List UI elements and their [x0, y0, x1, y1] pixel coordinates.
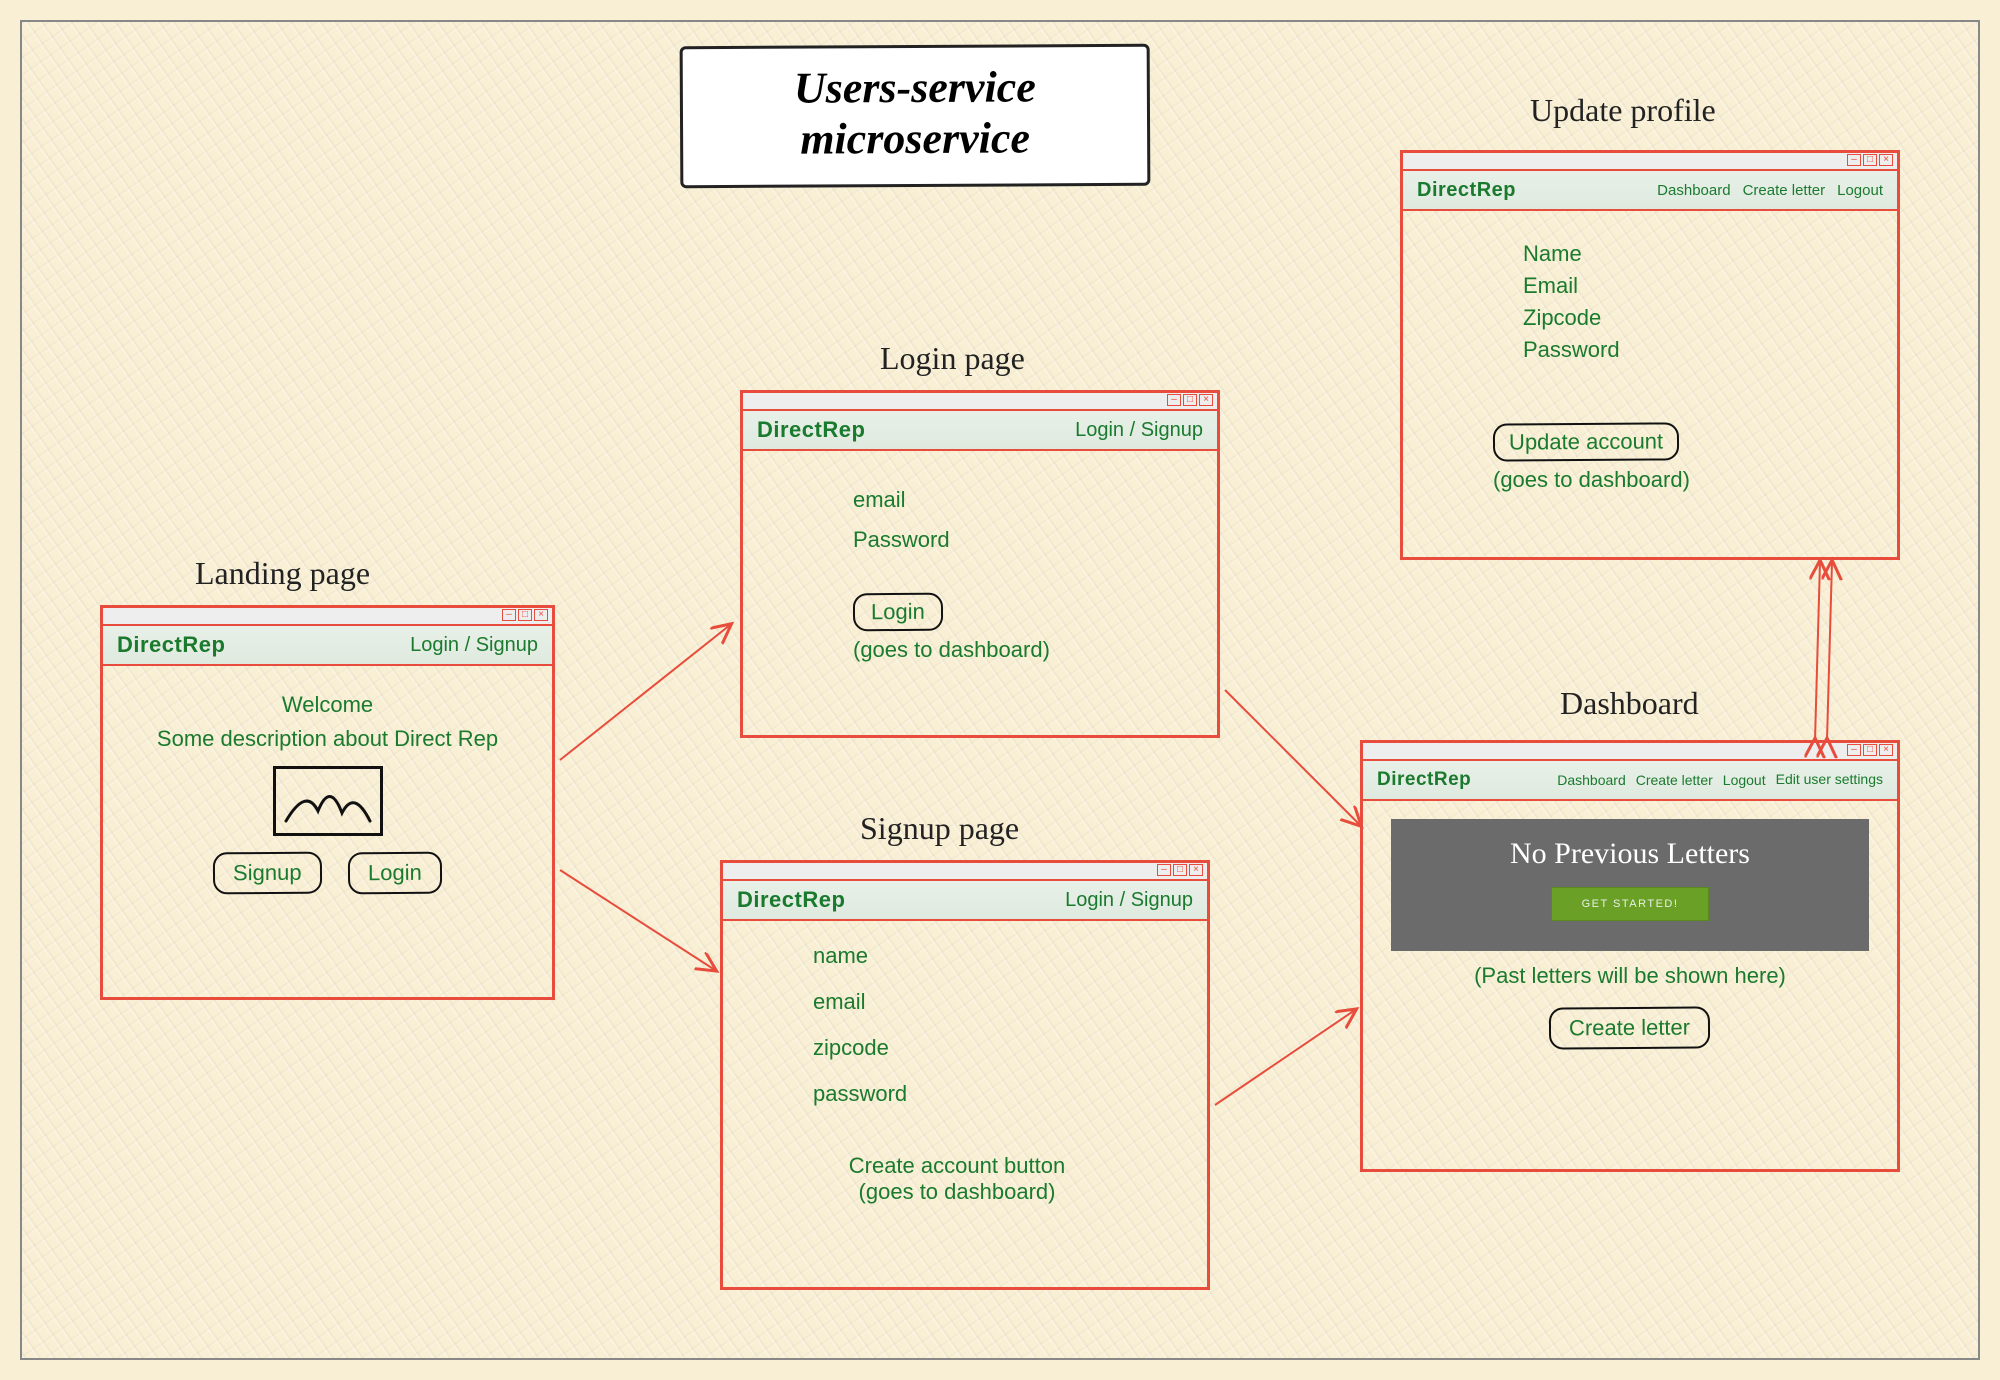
- nav-links: Dashboard Create letter Logout Edit user…: [1557, 772, 1883, 788]
- window-controls: –□×: [1167, 394, 1213, 406]
- dashboard-note: (Past letters will be shown here): [1373, 963, 1887, 989]
- brand-logo: DirectRep: [1377, 769, 1471, 791]
- brand-bar: DirectRep Login / Signup: [723, 881, 1207, 921]
- name-field[interactable]: Name: [1523, 241, 1881, 267]
- no-letters-card: No Previous Letters GET STARTED!: [1391, 819, 1869, 951]
- min-icon[interactable]: –: [1847, 744, 1861, 756]
- login-submit-button[interactable]: Login: [853, 593, 943, 632]
- welcome-desc: Some description about Direct Rep: [119, 726, 536, 752]
- min-icon[interactable]: –: [502, 609, 516, 621]
- update-hint: (goes to dashboard): [1493, 467, 1881, 493]
- label-signup: Signup page: [860, 810, 1019, 847]
- update-profile-window: –□× DirectRep Dashboard Create letter Lo…: [1400, 150, 1900, 560]
- window-chrome: –□×: [723, 863, 1207, 881]
- close-icon[interactable]: ×: [534, 609, 548, 621]
- image-placeholder-icon: [273, 766, 383, 836]
- max-icon[interactable]: □: [1183, 394, 1197, 406]
- max-icon[interactable]: □: [518, 609, 532, 621]
- welcome-heading: Welcome: [119, 692, 536, 718]
- email-field[interactable]: Email: [1523, 273, 1881, 299]
- brand-bar: DirectRep Login / Signup: [103, 626, 552, 666]
- max-icon[interactable]: □: [1863, 744, 1877, 756]
- update-account-button[interactable]: Update account: [1493, 422, 1679, 461]
- close-icon[interactable]: ×: [1189, 864, 1203, 876]
- brand-bar: DirectRep Dashboard Create letter Logout: [1403, 171, 1897, 211]
- min-icon[interactable]: –: [1847, 154, 1861, 166]
- window-chrome: –□×: [743, 393, 1217, 411]
- name-field[interactable]: name: [813, 943, 1191, 969]
- window-controls: –□×: [1157, 864, 1203, 876]
- nav-login-signup[interactable]: Login / Signup: [1065, 889, 1193, 912]
- max-icon[interactable]: □: [1863, 154, 1877, 166]
- label-update: Update profile: [1530, 92, 1716, 129]
- login-hint: (goes to dashboard): [853, 637, 1201, 663]
- login-window: –□× DirectRep Login / Signup email Passw…: [740, 390, 1220, 738]
- brand-logo: DirectRep: [757, 417, 865, 443]
- zipcode-field[interactable]: zipcode: [813, 1035, 1191, 1061]
- nav-links: Dashboard Create letter Logout: [1657, 182, 1883, 199]
- nav-login-signup[interactable]: Login / Signup: [1075, 419, 1203, 442]
- max-icon[interactable]: □: [1173, 864, 1187, 876]
- label-login: Login page: [880, 340, 1025, 377]
- get-started-button[interactable]: GET STARTED!: [1551, 887, 1710, 921]
- password-field[interactable]: password: [813, 1081, 1191, 1107]
- nav-create-letter[interactable]: Create letter: [1743, 182, 1826, 199]
- close-icon[interactable]: ×: [1879, 744, 1893, 756]
- title-line-2: microservice: [693, 112, 1137, 165]
- close-icon[interactable]: ×: [1879, 154, 1893, 166]
- title-line-1: Users-service: [693, 61, 1137, 114]
- nav-logout[interactable]: Logout: [1723, 772, 1766, 788]
- signup-button[interactable]: Signup: [213, 852, 322, 895]
- brand-bar: DirectRep Dashboard Create letter Logout…: [1363, 761, 1897, 801]
- password-field[interactable]: Password: [853, 527, 1201, 553]
- window-chrome: –□×: [1403, 153, 1897, 171]
- nav-dashboard[interactable]: Dashboard: [1657, 182, 1730, 199]
- password-field[interactable]: Password: [1523, 337, 1881, 363]
- login-button[interactable]: Login: [348, 852, 442, 895]
- nav-edit-user-settings[interactable]: Edit user settings: [1776, 772, 1883, 788]
- diagram-title-box: Users-service microservice: [680, 44, 1151, 188]
- window-chrome: –□×: [1363, 743, 1897, 761]
- email-field[interactable]: email: [813, 989, 1191, 1015]
- brand-logo: DirectRep: [737, 887, 845, 913]
- nav-dashboard[interactable]: Dashboard: [1557, 772, 1626, 788]
- brand-bar: DirectRep Login / Signup: [743, 411, 1217, 451]
- label-dashboard: Dashboard: [1560, 685, 1699, 722]
- email-field[interactable]: email: [853, 487, 1201, 513]
- nav-logout[interactable]: Logout: [1837, 182, 1883, 199]
- nav-login-signup[interactable]: Login / Signup: [410, 634, 538, 657]
- window-chrome: –□×: [103, 608, 552, 626]
- window-controls: –□×: [502, 609, 548, 621]
- zipcode-field[interactable]: Zipcode: [1523, 305, 1881, 331]
- signup-hint: (goes to dashboard): [723, 1179, 1191, 1205]
- window-controls: –□×: [1847, 744, 1893, 756]
- close-icon[interactable]: ×: [1199, 394, 1213, 406]
- min-icon[interactable]: –: [1157, 864, 1171, 876]
- create-letter-button[interactable]: Create letter: [1549, 1006, 1710, 1049]
- no-letters-title: No Previous Letters: [1401, 837, 1859, 871]
- landing-window: –□× DirectRep Login / Signup Welcome Som…: [100, 605, 555, 1000]
- window-controls: –□×: [1847, 154, 1893, 166]
- dashboard-window: –□× DirectRep Dashboard Create letter Lo…: [1360, 740, 1900, 1172]
- brand-logo: DirectRep: [117, 632, 225, 658]
- signup-window: –□× DirectRep Login / Signup name email …: [720, 860, 1210, 1290]
- nav-create-letter[interactable]: Create letter: [1636, 772, 1713, 788]
- brand-logo: DirectRep: [1417, 179, 1516, 202]
- label-landing: Landing page: [195, 555, 370, 592]
- create-account-button[interactable]: Create account button: [723, 1153, 1191, 1179]
- min-icon[interactable]: –: [1167, 394, 1181, 406]
